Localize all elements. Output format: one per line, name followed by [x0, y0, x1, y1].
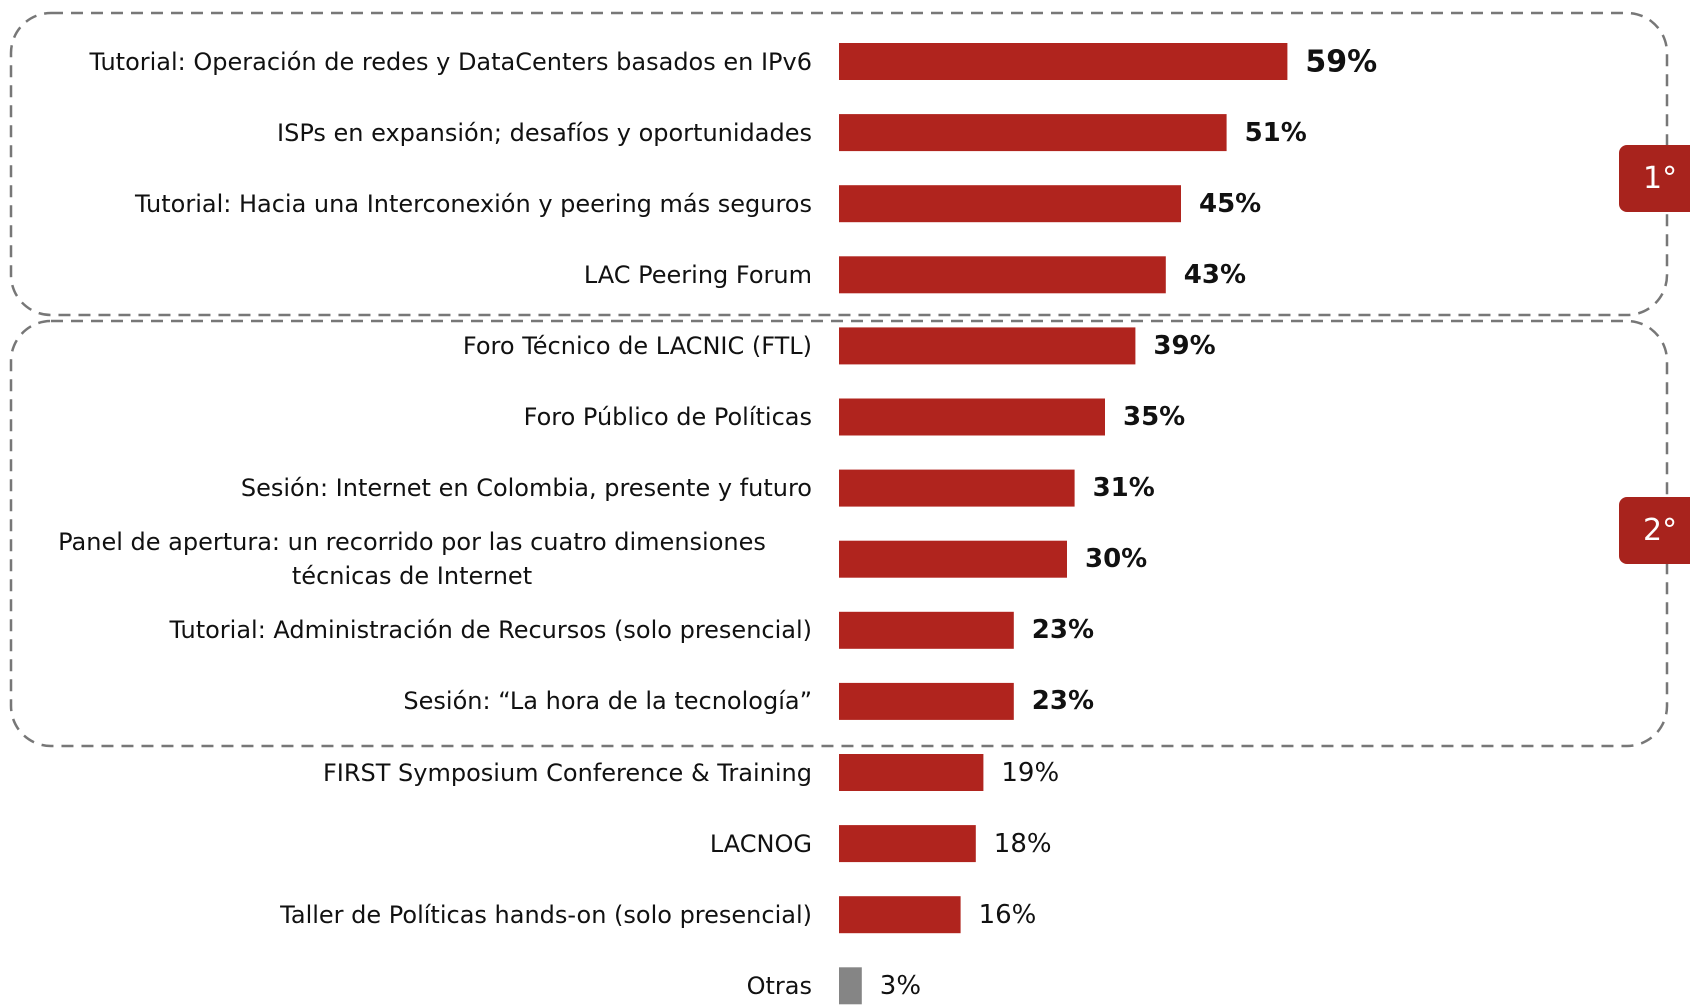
group-badge: 2° [1619, 497, 1690, 564]
bar [839, 43, 1288, 80]
category-label: Panel de apertura: un recorrido por las … [58, 528, 766, 591]
value-label: 18% [993, 828, 1052, 859]
value-label: 23% [1031, 686, 1095, 717]
bar [839, 967, 862, 1005]
bar [839, 540, 1067, 578]
category-label: Foro Técnico de LACNIC (FTL) [462, 331, 812, 360]
value-label: 45% [1199, 188, 1262, 219]
value-label: 39% [1153, 330, 1216, 361]
bar [839, 896, 961, 934]
category-label: LAC Peering Forum [583, 260, 812, 289]
value-label: 31% [1092, 473, 1155, 504]
value-label: 30% [1085, 544, 1148, 575]
category-label: Foro Público de Políticas [523, 403, 812, 431]
bar [839, 327, 1136, 365]
bar [839, 398, 1105, 436]
category-label: LACNOG [709, 829, 812, 858]
value-label: 35% [1123, 402, 1186, 432]
group-badge: 1° [1619, 145, 1690, 212]
value-label: 43% [1183, 259, 1247, 290]
category-label: Sesión: “La hora de la tecnología” [403, 687, 812, 716]
bar [839, 114, 1227, 152]
bar [839, 185, 1181, 223]
category-label: Tutorial: Hacia una Interconexión y peer… [135, 189, 812, 218]
category-label: Otras [746, 971, 812, 1000]
value-label: 19% [1001, 757, 1060, 788]
bar [839, 256, 1166, 294]
value-label: 16% [978, 899, 1037, 930]
bar [839, 825, 976, 863]
value-label: 23% [1031, 615, 1095, 646]
bar [839, 754, 984, 791]
bar [839, 469, 1075, 507]
category-label: Sesión: Internet en Colombia, presente y… [240, 474, 812, 503]
value-label: 51% [1244, 117, 1307, 148]
bar [839, 682, 1014, 720]
category-label: Taller de Políticas hands-on (solo prese… [280, 900, 812, 929]
category-label: Tutorial: Administración de Recursos (so… [169, 616, 812, 645]
value-label: 3% [879, 970, 922, 1001]
category-label: Tutorial: Operación de redes y DataCente… [89, 47, 812, 76]
category-label: ISPs en expansión; desafíos y oportunida… [277, 118, 812, 147]
category-label: FIRST Symposium Conference & Training [322, 758, 812, 787]
value-label: 59% [1305, 44, 1378, 79]
bar [839, 611, 1014, 649]
